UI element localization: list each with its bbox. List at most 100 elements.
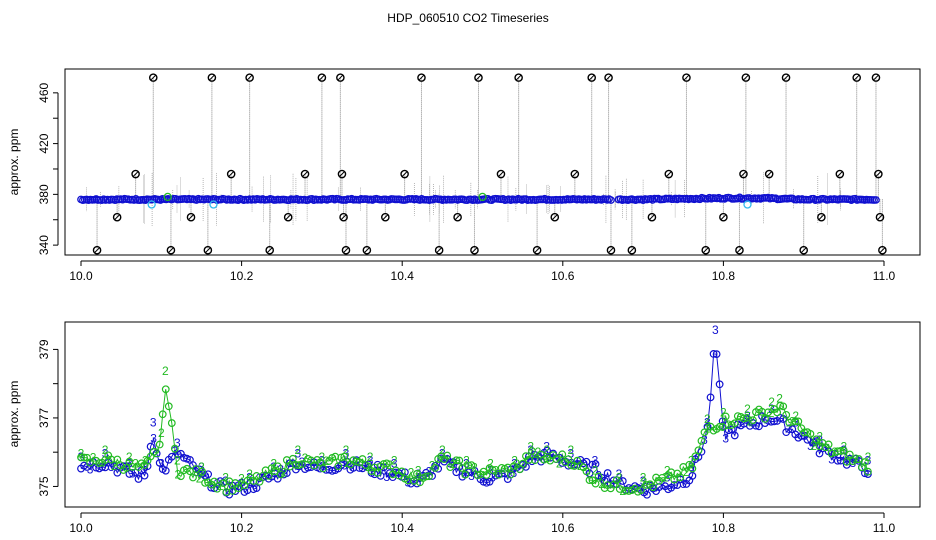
series-point-green — [464, 461, 473, 470]
series-point-green — [506, 470, 515, 479]
series-marker-label: 2 — [386, 458, 393, 472]
series-marker-label: 2 — [556, 456, 563, 470]
baseline-point — [499, 194, 507, 203]
series-marker-label: 3 — [383, 470, 390, 484]
data-label: 3 — [768, 402, 775, 416]
series-marker-label: 3 — [426, 464, 433, 478]
series-point-green — [649, 483, 657, 492]
data-label: 3 — [487, 464, 494, 478]
series-marker-label: 3 — [807, 439, 814, 453]
series-marker-label: 3 — [468, 469, 475, 483]
bottom-y-axis-label: approx. ppm — [7, 381, 21, 448]
series-point-green — [773, 408, 782, 417]
series-point-blue — [715, 380, 724, 389]
series-point-green — [264, 471, 273, 480]
series-point-green — [730, 419, 739, 428]
series-point-green — [845, 450, 854, 459]
top-y-tick-label: 380 — [37, 184, 51, 204]
data-label: 2 — [592, 464, 599, 478]
series-point-blue — [670, 481, 679, 489]
series-point-green — [531, 456, 539, 465]
series-marker-label: 2 — [280, 466, 287, 480]
outlier-point — [283, 212, 293, 222]
outlier-point — [606, 245, 616, 255]
series-point-green — [334, 462, 343, 471]
outlier-point — [166, 245, 176, 255]
series-point-green — [373, 468, 382, 477]
outlier-point — [701, 245, 711, 255]
chart-title: HDP_060510 CO2 Timeseries — [387, 11, 548, 25]
series-point-green — [473, 471, 482, 480]
series-marker-label: 2 — [238, 471, 245, 485]
series-point-green — [425, 472, 433, 481]
series-marker-label: 2 — [683, 465, 690, 479]
outlier-point — [799, 245, 809, 255]
series-point-blue — [643, 490, 651, 499]
series-point-green — [749, 416, 757, 425]
bottom-panel: approx. ppm 10.0 10.2 10.4 10.6 10.8 11.0 375 3… — [7, 321, 921, 535]
series-marker-label: 2 — [196, 472, 203, 486]
outlier-point — [474, 73, 483, 82]
outlier-point — [265, 245, 275, 255]
series-point-green — [455, 456, 464, 465]
series-point-green — [509, 462, 518, 471]
data-label: 3 — [391, 457, 398, 471]
data-label: 2 — [567, 443, 574, 457]
data-label: 2 — [294, 443, 301, 457]
series-point-blue — [782, 428, 791, 437]
outlier-point — [514, 73, 523, 82]
outlier-point — [336, 73, 345, 82]
series-marker-label: 2 — [492, 463, 499, 477]
series-point-green — [739, 414, 748, 423]
series-point-green — [422, 472, 430, 481]
data-label: 3 — [720, 419, 727, 433]
series-marker-label: 3 — [722, 432, 729, 446]
series-point-blue — [588, 460, 597, 469]
data-label: 2 — [776, 392, 783, 406]
series-point-green — [782, 410, 791, 419]
highlight-point — [743, 200, 752, 209]
highlight-point — [209, 200, 218, 209]
top-y-tick-label: 340 — [37, 235, 51, 255]
series-point-green — [718, 423, 727, 431]
outlier-point — [131, 169, 140, 179]
series-point-green — [358, 455, 367, 463]
data-label: 3 — [592, 453, 599, 467]
series-point-green — [319, 464, 328, 473]
data-label: 2 — [841, 440, 848, 454]
series-point-green — [558, 450, 567, 459]
series-point-green — [582, 467, 591, 476]
data-label: 3 — [640, 474, 647, 488]
series-point-green — [482, 471, 491, 479]
bottom-y-tick-label: 375 — [37, 476, 51, 496]
series-point-green — [80, 453, 88, 462]
data-label: 3 — [126, 457, 133, 471]
series-point-green — [255, 477, 264, 486]
series-point-green — [839, 446, 848, 455]
series-marker-label: 2 — [598, 477, 605, 491]
series-point-green — [164, 402, 173, 411]
series-point-green — [700, 428, 709, 437]
data-label: 2 — [142, 453, 149, 467]
series-point-blue — [134, 475, 143, 483]
top-data-points — [77, 73, 887, 255]
series-point-green — [824, 440, 833, 449]
baseline-point — [607, 196, 615, 204]
series-point-green — [234, 484, 243, 493]
series-point-green — [446, 463, 455, 472]
outlier-point — [719, 212, 728, 222]
series-point-green — [413, 469, 421, 478]
series-point-green — [452, 456, 461, 465]
outlier-point — [604, 73, 613, 82]
series-point-blue — [140, 471, 149, 480]
outlier-point — [226, 169, 236, 179]
outlier-point — [764, 169, 774, 179]
outlier-point — [817, 212, 826, 222]
data-label: 2 — [487, 457, 494, 471]
outlier-point — [470, 245, 479, 255]
series-marker-label: 3 — [171, 444, 178, 458]
series-point-blue — [485, 477, 494, 486]
series-marker-label: 2 — [810, 439, 817, 453]
outlier-point — [781, 73, 791, 82]
data-label: 3 — [567, 446, 574, 460]
